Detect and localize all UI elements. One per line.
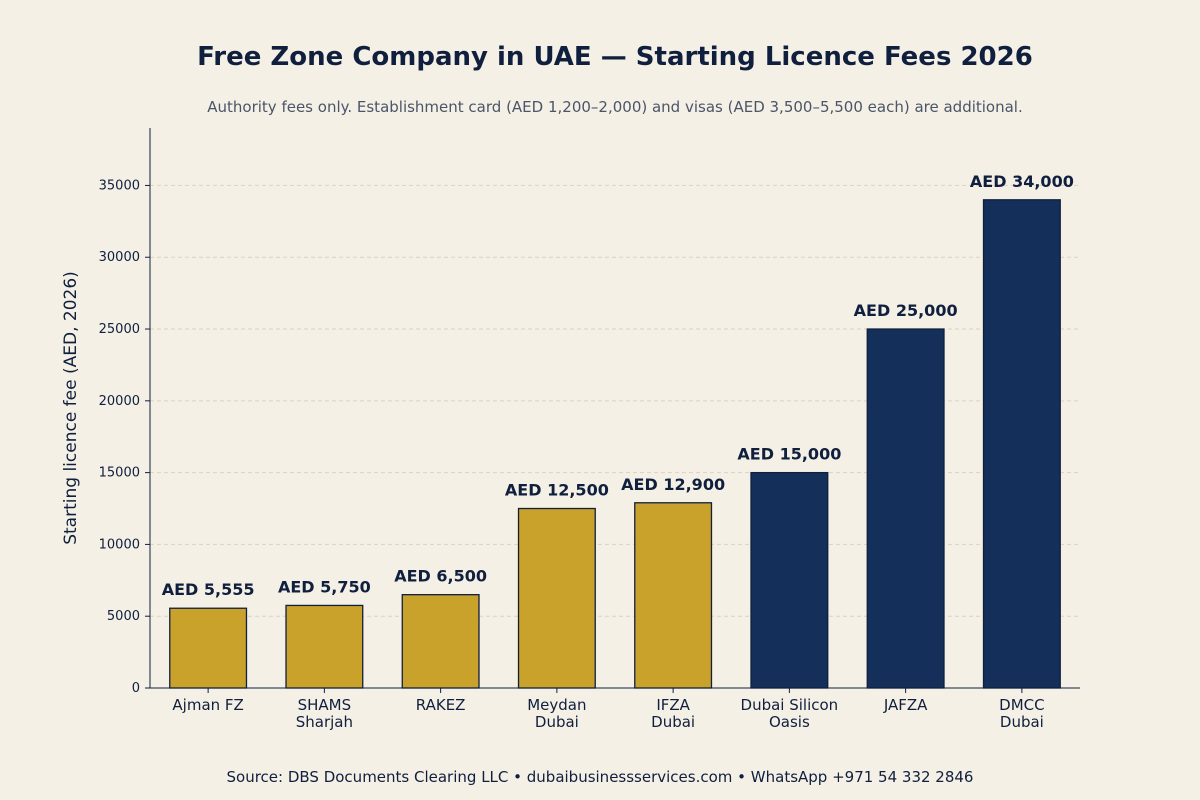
y-tick-label: 15000	[99, 466, 140, 481]
data-label: AED 15,000	[737, 445, 841, 464]
y-tick-label: 10000	[99, 537, 140, 552]
x-tick-label: Dubai Silicon	[741, 696, 839, 714]
y-tick-label: 5000	[107, 609, 140, 624]
bar	[982, 199, 1061, 689]
x-tick-label: IFZA	[656, 696, 690, 714]
x-tick-label: Dubai	[651, 713, 695, 731]
bar	[285, 604, 364, 689]
chart-subtitle: Authority fees only. Establishment card …	[207, 98, 1023, 116]
y-tick-label: 20000	[99, 394, 140, 409]
x-tick-label: DMCC	[999, 696, 1044, 714]
data-label: AED 6,500	[394, 567, 487, 586]
y-tick-label: 30000	[99, 250, 140, 265]
bar	[634, 502, 713, 689]
data-label: AED 5,555	[162, 580, 255, 599]
x-tick-label: Ajman FZ	[172, 696, 243, 714]
axes: 0 5000 10000 15000 20000 25000 30000 35000 Ajman…	[99, 128, 1080, 731]
x-tick-label: JAFZA	[883, 696, 928, 714]
data-label: AED 34,000	[970, 172, 1074, 191]
chart-title: Free Zone Company in UAE — Starting Lice…	[197, 42, 1033, 72]
x-tick-label: Dubai	[535, 713, 579, 731]
x-tick-label: Oasis	[769, 713, 810, 731]
bar	[866, 328, 945, 689]
bar	[401, 594, 480, 689]
x-tick-label: Dubai	[1000, 713, 1044, 731]
data-label: AED 5,750	[278, 577, 371, 596]
x-tick-label: RAKEZ	[416, 696, 466, 714]
bar	[750, 471, 829, 689]
y-axis-label: Starting licence fee (AED, 2026)	[61, 271, 81, 545]
grid-lines	[150, 184, 1080, 617]
bars: AED 5,555 AED 5,750 AED 6,500 AED 12,500 AED…	[162, 172, 1074, 689]
y-tick-label: 35000	[99, 178, 140, 193]
x-tick-label: Meydan	[527, 696, 586, 714]
data-label: AED 25,000	[854, 301, 958, 320]
bar	[169, 607, 248, 689]
x-tick-label: Sharjah	[296, 713, 353, 731]
chart-source: Source: DBS Documents Clearing LLC • dub…	[226, 768, 974, 786]
bar	[517, 507, 596, 689]
x-tick-label: SHAMS	[298, 696, 352, 714]
y-tick-label: 0	[132, 681, 140, 696]
data-label: AED 12,500	[505, 481, 609, 500]
y-tick-label: 25000	[99, 322, 140, 337]
data-label: AED 12,900	[621, 475, 725, 494]
